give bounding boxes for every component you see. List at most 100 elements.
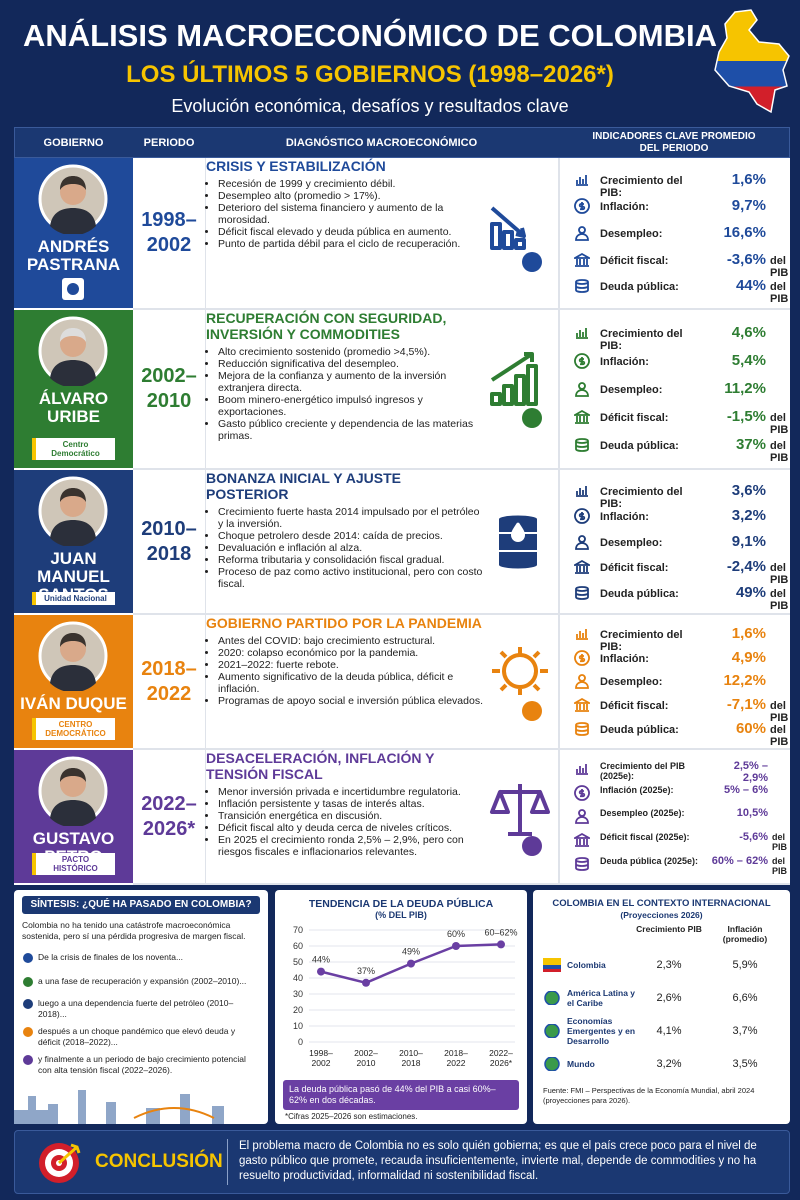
column-header: GOBIERNO [43, 137, 104, 149]
inflation: 6,6% [732, 992, 758, 1004]
country: Colombia [567, 960, 606, 970]
indicator-label: Crecimiento del PIB: [600, 485, 683, 510]
portrait-face [60, 771, 86, 797]
synthesis-dot [23, 999, 33, 1009]
portrait-face [60, 179, 86, 205]
x-tick-label: 2022–2026* [489, 1048, 513, 1068]
diagnosis-icon-shape [490, 206, 526, 250]
bullet: Crecimiento fuerte hasta 2014 impulsado … [218, 506, 484, 530]
indicator-label: Déficit fiscal: [600, 412, 669, 424]
indicator-icon [575, 226, 589, 241]
bullet: Antes del COVID: bajo crecimiento estruc… [218, 635, 484, 647]
indicator-icon-shape [575, 585, 589, 600]
indicator-icon [574, 198, 590, 215]
column-header: INDICADORES CLAVE PROMEDIO DEL PERIODO [592, 131, 756, 154]
colombia-map [714, 9, 790, 114]
diagnosis-cell: RECUPERACIÓN CON SEGURIDAD, INVERSIÓN Y … [205, 310, 558, 470]
indicator-row: Deuda pública: 37% del PIB [574, 436, 788, 464]
bullet-list: Alto crecimiento sostenido (promedio >4,… [206, 346, 484, 442]
diagnosis-cell: GOBIERNO PARTIDO POR LA PANDEMIA Antes de… [205, 615, 558, 750]
bullet: Deterioro del sistema financiero y aumen… [218, 202, 484, 226]
indicator-cell: Crecimiento del PIB: 1,6% Inflación: 9,7% De… [558, 158, 790, 310]
indicator-icon-shape [574, 649, 590, 666]
portrait-suit [50, 665, 96, 691]
bullet: Déficit fiscal elevado y deuda pública e… [218, 226, 484, 238]
indicator-label: Crecimiento del PIB (2025e): [600, 760, 686, 781]
indicator-row: Deuda pública: 49% del PIB [574, 583, 788, 612]
synthesis-dot-fill [23, 977, 33, 987]
diagnosis-icon-coin [522, 700, 542, 721]
portrait [38, 756, 108, 826]
indicator-value: -7,1% [726, 696, 766, 714]
international-panel: COLOMBIA EN EL CONTEXTO INTERNACIONAL (Pr… [533, 890, 790, 1124]
synthesis-dot [23, 953, 33, 963]
party-logo: Unidad Nacional [32, 592, 115, 605]
diagnosis-icon [492, 646, 548, 721]
indicator-icon-shape [576, 328, 588, 339]
indicator-row: Crecimiento del PIB (2025e): 2,5% – 2,9% [574, 760, 784, 784]
indicator-value: 49% [735, 583, 766, 601]
value-label: 60–62% [484, 927, 517, 937]
target-arrow [58, 1143, 81, 1165]
indicator-icon [575, 534, 589, 550]
bullet: Boom minero-energético impulsó ingresos … [218, 394, 484, 418]
indicator-value: 2,5% – 2,9% [733, 759, 768, 784]
indicator-icon [575, 674, 589, 690]
indicator-value: 12,2% [723, 672, 766, 690]
portrait-hair [60, 176, 86, 190]
flag-yellow [543, 958, 561, 965]
diagnosis-content: DESACELERACIÓN, INFLACIÓN Y TENSIÓN FISC… [206, 750, 484, 858]
indicator-value: -5,6% [739, 831, 768, 844]
indicator-value: -2,4% [726, 558, 766, 575]
diagnosis-icon-coin [522, 835, 542, 856]
indicator-row: Déficit fiscal: -7,1% del PIB [574, 696, 788, 724]
chart-footnote: *Cifras 2025–2026 son estimaciones. [285, 1112, 418, 1121]
diagnosis-icon-shape [492, 646, 548, 695]
indicator-icon [574, 252, 590, 267]
diagnosis-icon [490, 783, 550, 856]
bullet: Proceso de paz como activo institucional… [218, 566, 484, 590]
indicator-icon-shape [576, 485, 588, 497]
country: Economías Emergentes y en Desarrollo [567, 1016, 636, 1046]
indicator-icon [575, 382, 589, 397]
indicator-icon [575, 809, 589, 825]
indicator-value: 1,6% [731, 624, 766, 642]
skyline-shape [14, 1090, 268, 1124]
indicator-suffix: del PIB [770, 281, 789, 306]
indicator-row: Deuda pública: 44% del PIB [574, 277, 788, 305]
indicator-value: 60% – 62% [711, 855, 768, 868]
period-cell: 2022–2026* [133, 750, 205, 885]
indicator-value: 5,4% [731, 352, 766, 369]
indicator-row: Déficit fiscal: -2,4% del PIB [574, 558, 788, 586]
diagnosis-title: RECUPERACIÓN CON SEGURIDAD, INVERSIÓN Y … [206, 310, 447, 342]
portrait-hair [60, 768, 86, 782]
indicator-cell: Crecimiento del PIB: 4,6% Inflación: 5,4% De… [558, 310, 790, 470]
indicator-icon-shape [574, 833, 590, 848]
party-logo-mark [67, 283, 79, 295]
period: 2018–2022 [141, 657, 197, 705]
bullet: 2021–2022: fuerte rebote. [218, 659, 484, 671]
flag-blue [543, 965, 561, 969]
government-name: ANDRÉS PASTRANA [26, 237, 121, 274]
diagnosis-icon-shape [490, 352, 538, 406]
diagnosis-title: BONANZA INICIAL Y AJUSTE POSTERIOR [206, 470, 401, 502]
value-label: 44% [312, 955, 330, 965]
indicator-icon [574, 559, 590, 574]
country: Mundo [567, 1059, 595, 1069]
globe [544, 1057, 560, 1071]
x-tick-label: 2010–2018 [399, 1048, 423, 1068]
flag-red [543, 969, 561, 972]
x-tick-label: 2018–2022 [444, 1048, 468, 1068]
indicator-row: Desempleo (2025e): 10,5% [574, 807, 784, 825]
party-logo: CENTRO DEMOCRÁTICO [32, 718, 115, 740]
skyline-bridge [133, 1107, 215, 1119]
indicator-icon [575, 585, 589, 600]
party-logo: PACTO HISTÓRICO [32, 853, 115, 875]
indicator-label: Déficit fiscal: [600, 254, 669, 267]
government-name: IVÁN DUQUE [20, 694, 127, 713]
indicator-icon-shape [575, 809, 589, 825]
country: América Latina y el Caribe [567, 988, 636, 1008]
conclusion-label: CONCLUSIÓN [95, 1151, 223, 1172]
indicator-icon-shape [575, 226, 589, 241]
